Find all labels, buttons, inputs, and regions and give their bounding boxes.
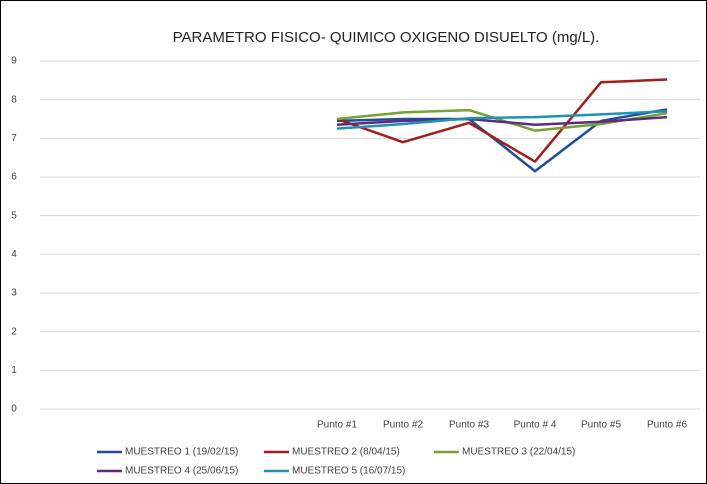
x-tick-label: Punto # 4 (514, 420, 557, 431)
x-tick-label: Punto #1 (317, 420, 357, 431)
y-tick-label: 5 (11, 210, 17, 221)
series-line (336, 115, 668, 127)
y-tick-label: 2 (11, 326, 17, 337)
legend-label: MUESTREO 4 (25/06/15) (125, 466, 238, 477)
legend-label: MUESTREO 3 (22/04/15) (462, 447, 575, 458)
y-tick-label: 7 (11, 133, 17, 144)
y-tick-label: 9 (11, 56, 17, 67)
y-tick-label: 0 (11, 404, 17, 415)
chart-title: PARAMETRO FISICO- QUIMICO OXIGENO DISUEL… (173, 29, 600, 46)
y-tick-label: 8 (11, 94, 17, 105)
x-tick-label: Punto #5 (581, 420, 621, 431)
legend-label: MUESTREO 2 (8/04/15) (292, 447, 400, 458)
x-tick-label: Punto #3 (449, 420, 489, 431)
y-tick-label: 3 (11, 288, 17, 299)
x-tick-label: Punto #2 (383, 420, 423, 431)
y-tick-label: 4 (11, 249, 17, 260)
x-tick-label: Punto #6 (647, 420, 687, 431)
legend-label: MUESTREO 5 (16/07/15) (292, 466, 405, 477)
series-line (336, 108, 668, 173)
y-tick-label: 1 (11, 365, 17, 376)
series-line (336, 110, 668, 130)
legend-label: MUESTREO 1 (19/02/15) (125, 447, 238, 458)
series-line (336, 78, 668, 163)
series-line (336, 108, 668, 132)
y-tick-label: 6 (11, 172, 17, 183)
